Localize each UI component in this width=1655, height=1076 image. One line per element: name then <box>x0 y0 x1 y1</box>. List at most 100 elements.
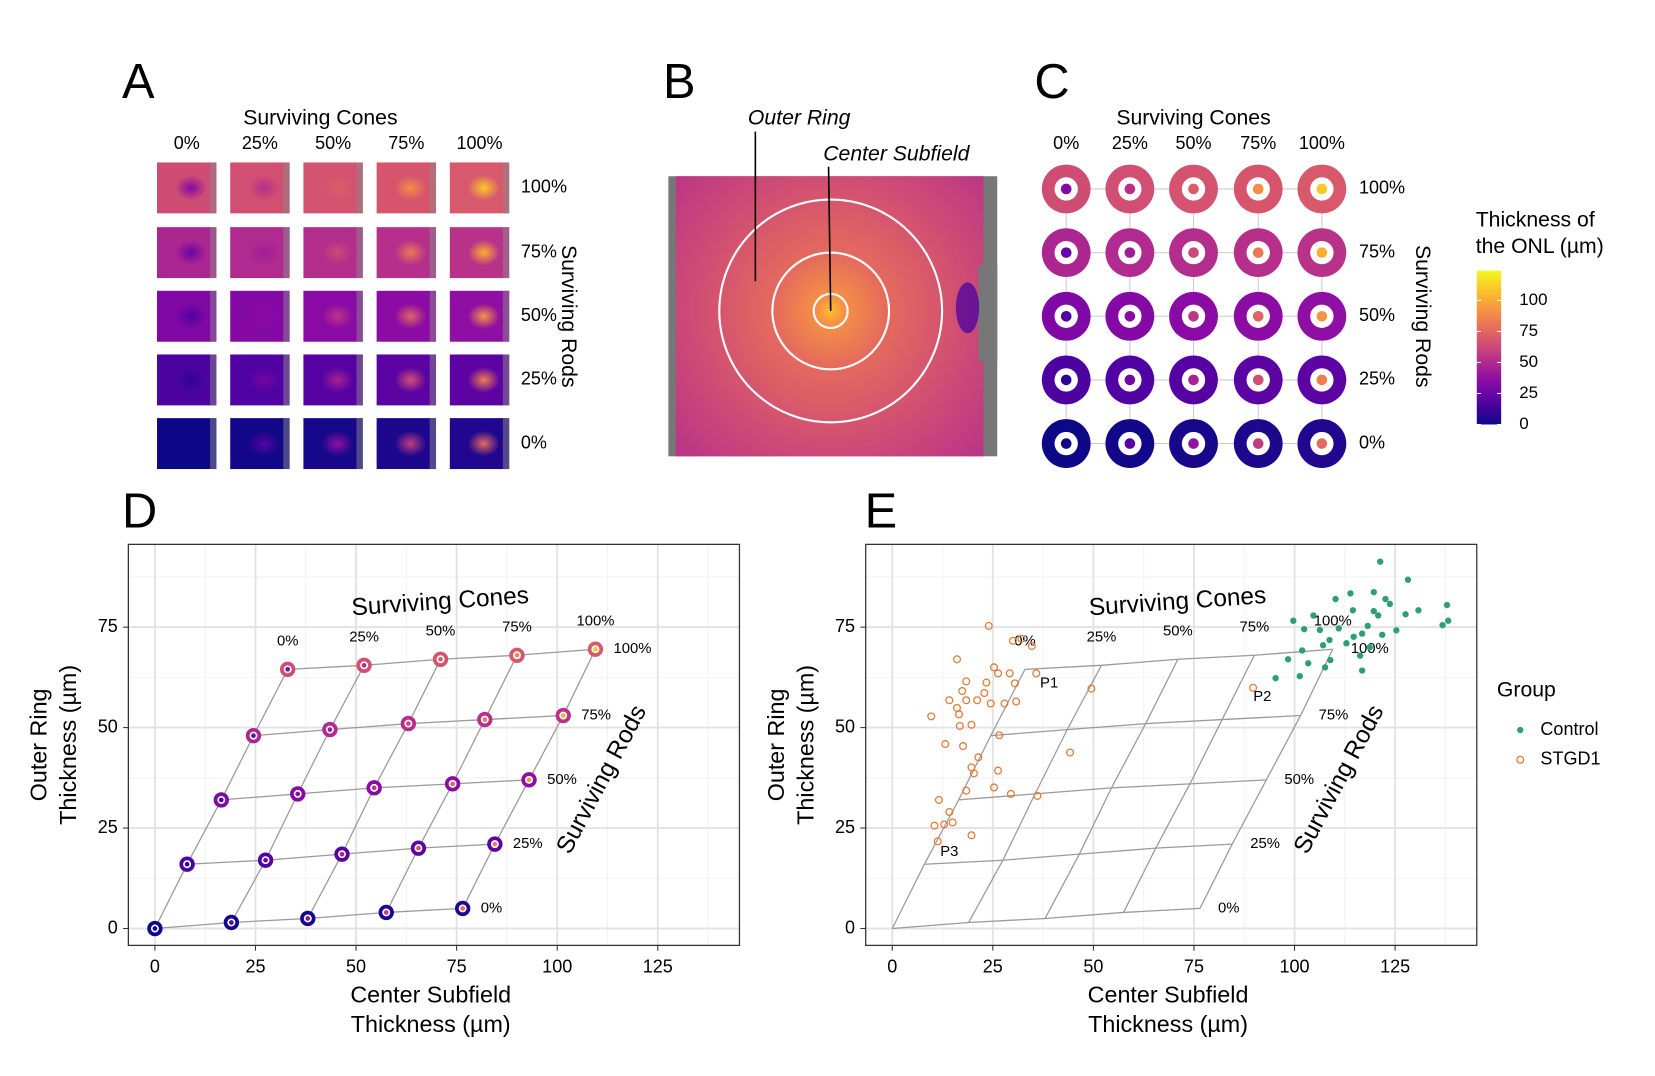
point-center <box>406 721 411 726</box>
row-title: Surviving Rods <box>557 245 580 388</box>
annotation: P2 <box>1253 689 1271 705</box>
heatmap-dip <box>955 282 980 334</box>
thumbnail-spot <box>467 367 500 393</box>
thumbnail-edge <box>356 227 363 279</box>
point <box>974 753 983 762</box>
center-dot <box>1060 247 1072 258</box>
row-label: 0% <box>521 432 547 452</box>
point <box>1370 607 1377 615</box>
col-label: 25% <box>1112 133 1148 153</box>
panel-letter: A <box>122 55 155 109</box>
thumbnail-edge <box>210 162 217 214</box>
point-center <box>218 797 224 803</box>
x-axis-label: Center Subfield <box>1088 981 1249 1007</box>
y-tick-label: 25 <box>835 817 855 837</box>
x-tick-label: 100 <box>542 956 572 976</box>
point-center <box>438 656 443 662</box>
colorbar-tick-label: 75 <box>1519 321 1538 340</box>
thumbnail-edge <box>210 354 217 406</box>
point-center <box>361 662 367 668</box>
thumbnail-edge <box>429 354 437 406</box>
point <box>1343 640 1350 647</box>
point <box>1375 612 1382 619</box>
thumbnail-spot <box>248 239 281 266</box>
cone-label: 75% <box>502 620 532 636</box>
point-center <box>263 857 268 863</box>
center-dot <box>1188 438 1199 449</box>
annotation: Outer Ring <box>748 107 851 130</box>
cone-label: 25% <box>1087 630 1117 646</box>
rod-label: 50% <box>1284 772 1314 788</box>
point <box>1010 679 1019 688</box>
col-title: Surviving Cones <box>243 107 397 130</box>
point-center <box>514 652 520 658</box>
center-dot <box>1060 438 1072 449</box>
col-label: 75% <box>1240 133 1276 153</box>
thumbnail-spot <box>467 303 500 330</box>
point-center <box>560 713 566 718</box>
thumbnail-spot <box>321 175 354 201</box>
point-center <box>285 666 291 672</box>
cone-label: 50% <box>1163 624 1193 640</box>
center-dot <box>1252 438 1264 449</box>
cone-line <box>1044 659 1179 919</box>
point-center <box>251 733 256 738</box>
panel-letter: E <box>865 485 898 539</box>
point <box>1298 647 1306 654</box>
thumbnail-edge <box>429 418 437 470</box>
thumbnail-spot <box>394 175 427 201</box>
thumbnail-spot <box>175 430 207 457</box>
point <box>1382 595 1389 603</box>
cone-label: 50% <box>426 624 456 640</box>
x-axis-label: Thickness (µm) <box>351 1011 511 1037</box>
thumbnail-spot <box>394 303 427 330</box>
colorbar <box>1476 270 1502 425</box>
y-tick-label: 25 <box>98 817 118 837</box>
x-axis-label: Center Subfield <box>350 981 511 1007</box>
point <box>989 663 999 672</box>
thumbnail-edge <box>502 418 510 470</box>
plot-border <box>865 543 1478 947</box>
point <box>1301 625 1308 633</box>
center-dot <box>1060 183 1072 195</box>
y-tick-label: 50 <box>835 716 855 736</box>
point <box>1310 612 1317 619</box>
thumbnail-spot <box>175 367 207 393</box>
x-tick-label: 0 <box>887 956 897 976</box>
center-dot <box>1188 310 1199 322</box>
point <box>948 818 957 827</box>
center-dot <box>1188 183 1199 195</box>
point <box>930 821 939 830</box>
rod-label: 75% <box>581 707 611 723</box>
colorbar-title: Thickness of <box>1476 208 1595 231</box>
thumbnail-edge <box>502 354 510 406</box>
thumbnail-spot <box>321 367 354 393</box>
point <box>1402 611 1409 618</box>
thumbnail-edge <box>429 162 437 214</box>
point <box>1327 656 1334 664</box>
center-dot <box>1060 310 1072 322</box>
point <box>982 678 991 687</box>
col-label: 100% <box>1299 133 1345 153</box>
thumbnail-edge <box>210 290 217 342</box>
center-dot <box>1316 310 1328 322</box>
x-tick-label: 50 <box>1083 956 1103 976</box>
center-dot <box>1124 310 1136 322</box>
thumbnail-edge <box>356 290 363 342</box>
center-dot <box>1060 374 1072 386</box>
point-center <box>229 920 234 925</box>
colorbar-tick-label: 25 <box>1519 383 1538 402</box>
point <box>955 721 964 731</box>
thumbnail-edge <box>210 227 217 279</box>
row-label: 100% <box>521 177 567 197</box>
point <box>1319 642 1327 649</box>
center-dot <box>1252 310 1264 322</box>
point-center <box>416 845 421 851</box>
col-label: 75% <box>388 133 424 153</box>
col-label: 0% <box>1053 133 1079 153</box>
point <box>1445 617 1452 624</box>
ring-circle <box>771 251 891 371</box>
point <box>969 769 978 778</box>
